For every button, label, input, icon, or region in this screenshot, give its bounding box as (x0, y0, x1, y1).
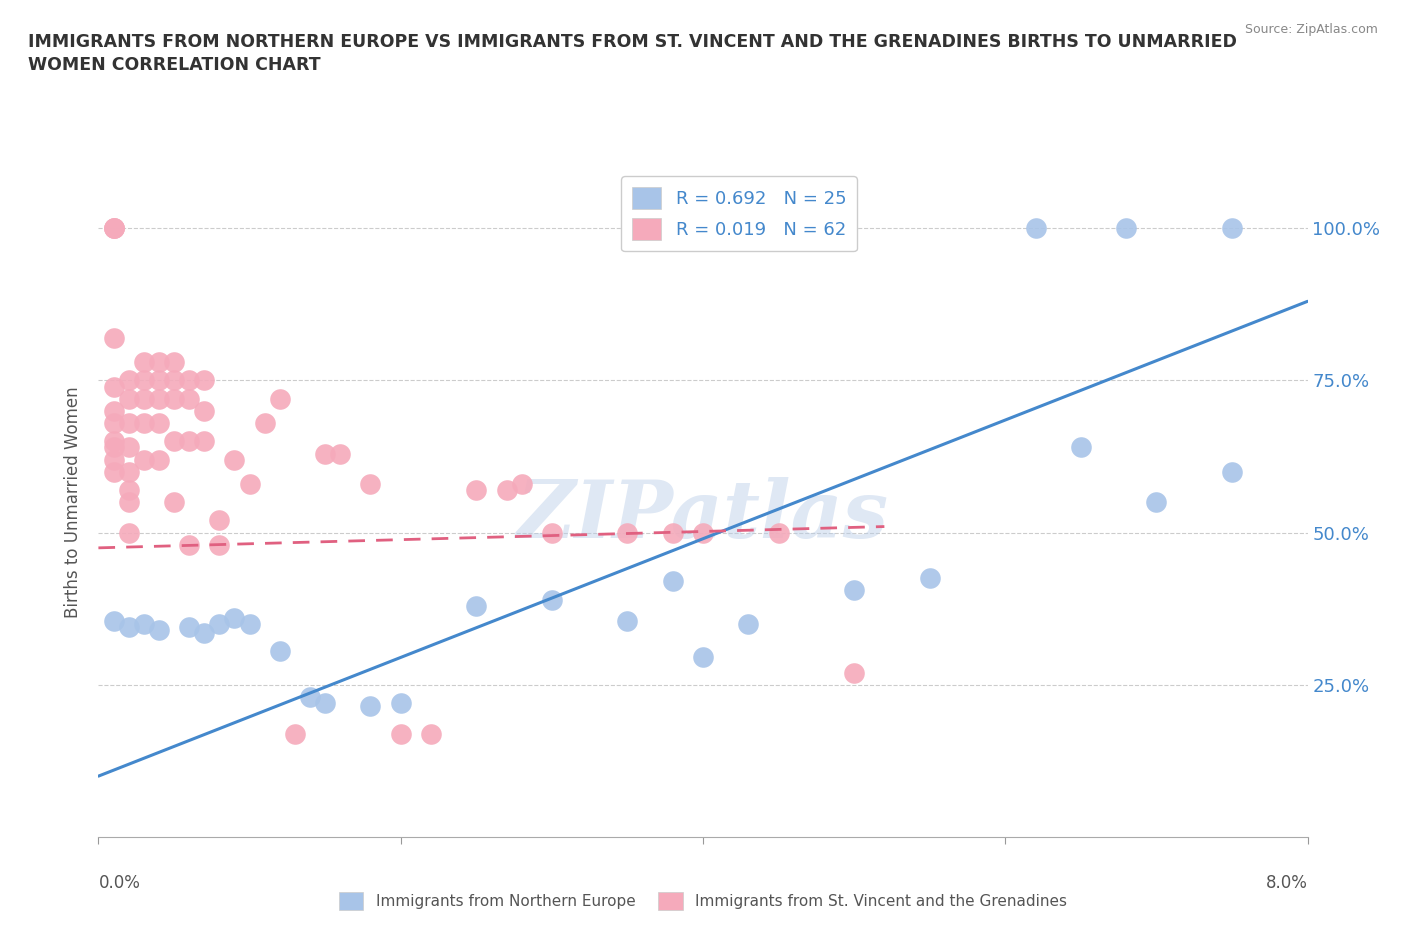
Point (692, 650, 714, 665)
Point (253, 416, 276, 431)
Point (193, 404, 215, 418)
Point (389, 696, 412, 711)
Point (692, 525, 714, 540)
Point (224, 452, 246, 467)
Point (616, 525, 638, 540)
Point (389, 726, 412, 741)
Point (103, 404, 125, 418)
Point (737, 617, 759, 631)
Point (118, 619, 141, 634)
Point (103, 614, 125, 629)
Point (495, 483, 517, 498)
Point (148, 373, 170, 388)
Point (193, 626, 215, 641)
Point (118, 483, 141, 498)
Text: Source: ZipAtlas.com: Source: ZipAtlas.com (1244, 23, 1378, 36)
Point (148, 622, 170, 637)
Point (103, 330, 125, 345)
Point (118, 416, 141, 431)
Point (118, 440, 141, 455)
Point (269, 392, 291, 406)
Text: IMMIGRANTS FROM NORTHERN EUROPE VS IMMIGRANTS FROM ST. VINCENT AND THE GRENADINE: IMMIGRANTS FROM NORTHERN EUROPE VS IMMIG… (28, 33, 1237, 74)
Point (284, 726, 307, 741)
Point (662, 525, 685, 540)
Point (179, 392, 201, 406)
Point (541, 525, 564, 540)
Point (103, 464, 125, 479)
Point (193, 434, 215, 449)
Point (179, 538, 201, 552)
Point (239, 476, 262, 491)
Point (103, 452, 125, 467)
Point (103, 440, 125, 455)
Point (132, 617, 155, 631)
Point (163, 354, 186, 369)
Point (148, 354, 170, 369)
Point (118, 525, 141, 540)
Point (163, 392, 186, 406)
Point (239, 617, 262, 631)
Y-axis label: Births to Unmarried Women: Births to Unmarried Women (65, 386, 83, 618)
Point (179, 434, 201, 449)
Point (132, 452, 155, 467)
Point (103, 220, 125, 235)
Point (208, 538, 231, 552)
Point (844, 583, 866, 598)
Point (465, 483, 488, 498)
Point (103, 434, 125, 449)
Point (360, 698, 382, 713)
Point (103, 220, 125, 235)
Point (465, 598, 488, 613)
Point (163, 495, 186, 510)
Point (510, 476, 533, 491)
Point (662, 574, 685, 589)
Point (420, 726, 443, 741)
Point (208, 513, 231, 528)
Point (103, 416, 125, 431)
Point (103, 379, 125, 394)
Legend: Immigrants from Northern Europe, Immigrants from St. Vincent and the Grenadines: Immigrants from Northern Europe, Immigra… (333, 885, 1073, 916)
Point (118, 392, 141, 406)
Point (314, 446, 336, 461)
Point (1115, 220, 1137, 235)
Point (1070, 440, 1092, 455)
Point (118, 495, 141, 510)
Point (1220, 220, 1243, 235)
Point (163, 373, 186, 388)
Point (314, 696, 336, 711)
Text: 8.0%: 8.0% (1265, 874, 1308, 892)
Point (103, 220, 125, 235)
Point (616, 614, 638, 629)
Point (768, 525, 790, 540)
Point (148, 452, 170, 467)
Point (132, 373, 155, 388)
Point (193, 373, 215, 388)
Point (224, 610, 246, 625)
Point (163, 434, 186, 449)
Point (918, 571, 941, 586)
Point (844, 665, 866, 680)
Text: ZIPatlas: ZIPatlas (517, 477, 889, 554)
Point (132, 354, 155, 369)
Point (299, 689, 322, 704)
Point (132, 416, 155, 431)
Point (179, 619, 201, 634)
Point (360, 476, 382, 491)
Point (269, 644, 291, 658)
Point (329, 446, 352, 461)
Point (118, 373, 141, 388)
Point (132, 392, 155, 406)
Point (1025, 220, 1047, 235)
Point (148, 416, 170, 431)
Text: 0.0%: 0.0% (98, 874, 141, 892)
Point (148, 392, 170, 406)
Point (118, 464, 141, 479)
Point (1220, 464, 1243, 479)
Point (208, 617, 231, 631)
Point (1146, 495, 1168, 510)
Point (179, 373, 201, 388)
Point (541, 592, 564, 607)
